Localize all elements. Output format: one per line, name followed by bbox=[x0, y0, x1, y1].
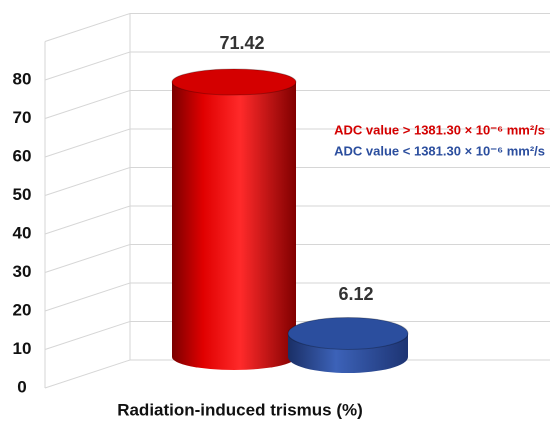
value-label: 71.42 bbox=[219, 33, 264, 53]
frame-top bbox=[44, 13, 550, 42]
grid-line bbox=[44, 282, 550, 312]
y-tick-label: 10 bbox=[13, 339, 32, 358]
legend-entry: ADC value > 1381.30 × 10⁻⁶ mm²/s bbox=[334, 122, 545, 137]
y-tick-label: 60 bbox=[13, 146, 32, 165]
grid-line bbox=[44, 359, 550, 389]
grid-line bbox=[44, 167, 550, 196]
value-label: 6.12 bbox=[338, 284, 373, 304]
cylinder-body bbox=[172, 82, 296, 358]
y-tick-label: 0 bbox=[17, 377, 26, 396]
x-axis-title: Radiation-induced trismus (%) bbox=[117, 400, 363, 419]
cylinder-bar bbox=[287, 316, 409, 373]
grid-line bbox=[44, 321, 550, 350]
y-tick-label: 70 bbox=[13, 108, 32, 127]
cylinder-top bbox=[171, 68, 297, 96]
grid-line bbox=[44, 244, 550, 273]
y-tick-label: 80 bbox=[13, 69, 32, 88]
cylinder-top bbox=[287, 316, 409, 350]
y-tick-label: 30 bbox=[13, 262, 32, 281]
cylinder-bar bbox=[171, 68, 297, 370]
y-tick-label: 20 bbox=[13, 300, 32, 319]
grid-line bbox=[44, 90, 550, 119]
legend-entry: ADC value < 1381.30 × 10⁻⁶ mm²/s bbox=[334, 143, 545, 158]
y-tick-label: 50 bbox=[13, 185, 32, 204]
grid-line bbox=[44, 51, 550, 81]
y-tick-label: 40 bbox=[13, 223, 32, 242]
grid-line bbox=[44, 205, 550, 235]
grid-line bbox=[44, 128, 550, 158]
